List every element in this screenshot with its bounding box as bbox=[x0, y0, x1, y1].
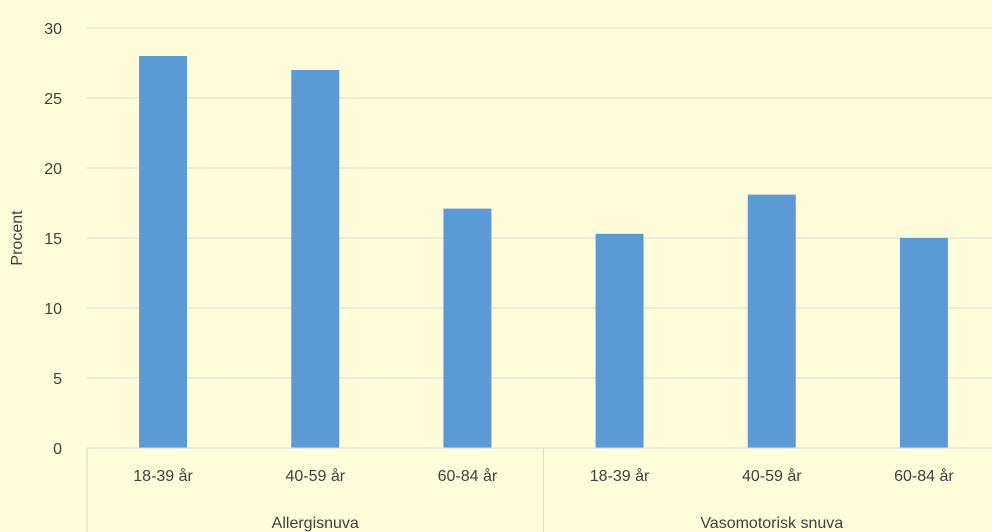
bar bbox=[899, 238, 948, 448]
y-tick-label: 0 bbox=[53, 441, 62, 458]
x-category-label: 40-59 år bbox=[742, 467, 802, 485]
bar bbox=[291, 70, 340, 448]
bars bbox=[139, 56, 948, 448]
y-tick-label: 15 bbox=[44, 231, 62, 248]
gridlines bbox=[87, 27, 992, 379]
bar bbox=[747, 194, 796, 448]
x-axis: 18-39 år 40-59 år 60-84 år Allergisnuva 18-3… bbox=[86, 447, 992, 532]
x-category-label: 18-39 år bbox=[590, 467, 650, 485]
x-category-label: 60-84 år bbox=[438, 467, 498, 485]
x-group-label: Allergisnuva bbox=[272, 515, 359, 532]
y-tick-label: 25 bbox=[44, 91, 62, 108]
bar bbox=[139, 56, 188, 448]
y-tick-label: 20 bbox=[44, 161, 62, 178]
y-tick-label: 30 bbox=[44, 21, 62, 38]
x-group-label: Vasomotorisk snuva bbox=[700, 515, 843, 532]
y-axis-ticks: 0 5 10 15 20 25 30 bbox=[44, 21, 62, 458]
bar bbox=[595, 233, 644, 448]
y-axis-title: Procent bbox=[9, 210, 26, 266]
y-tick-label: 10 bbox=[44, 301, 62, 318]
x-category-label: 18-39 år bbox=[133, 467, 193, 485]
bar bbox=[443, 208, 492, 448]
y-tick-label: 5 bbox=[53, 371, 62, 388]
x-category-label: 60-84 år bbox=[894, 467, 954, 485]
x-category-label: 40-59 år bbox=[285, 467, 345, 485]
